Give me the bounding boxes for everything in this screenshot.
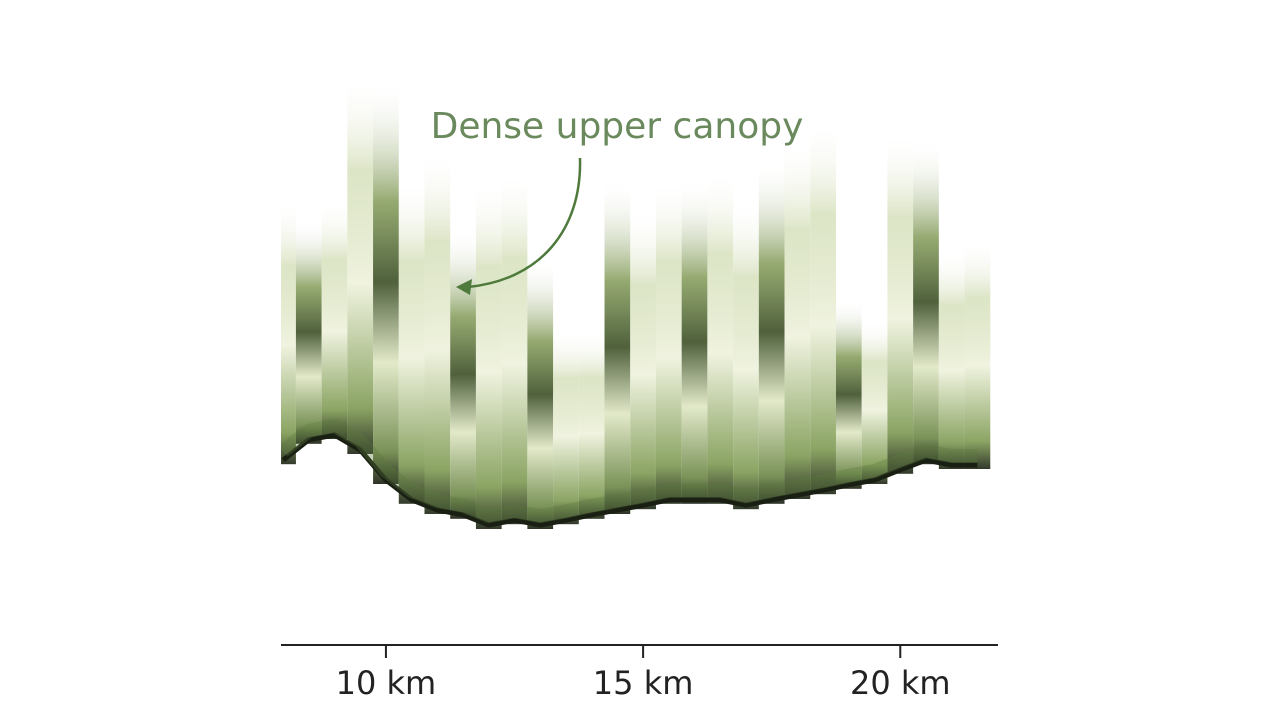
plot-area [281, 75, 991, 529]
canopy-band [295, 220, 322, 444]
canopy-band [604, 180, 631, 514]
canopy-band [578, 330, 605, 519]
ground-tint [281, 418, 978, 524]
canopy-band [733, 199, 759, 510]
canopy-band [758, 160, 785, 504]
canopy-band [630, 210, 656, 510]
canopy-band [810, 120, 836, 495]
x-tick-label: 15 km [593, 664, 694, 702]
canopy-band [475, 180, 502, 529]
annotation-arrow [467, 157, 582, 289]
canopy-band [784, 139, 811, 500]
canopy-band [655, 180, 682, 504]
canopy-band [887, 130, 914, 474]
x-tick-label: 10 km [336, 664, 437, 702]
canopy-band [707, 169, 734, 504]
canopy-band [450, 229, 476, 519]
annotation: Dense upper canopy [431, 106, 804, 147]
canopy-band [321, 199, 348, 439]
canopy-band [281, 199, 296, 465]
arrow-head [456, 279, 472, 295]
canopy-band [501, 169, 528, 525]
canopy-band [938, 250, 965, 469]
x-tick-label: 20 km [850, 664, 951, 702]
canopy-band [913, 139, 939, 465]
canopy-band [347, 75, 374, 454]
canopy-band [373, 79, 399, 485]
canopy-band [527, 259, 554, 529]
canopy-band [681, 180, 708, 504]
canopy-band [398, 180, 425, 504]
canopy-band [553, 330, 579, 525]
ground-line [281, 432, 978, 528]
canopy-band [964, 240, 991, 469]
canopy-band [861, 319, 888, 484]
canopy-band [424, 150, 451, 514]
canopy-band [835, 300, 862, 489]
